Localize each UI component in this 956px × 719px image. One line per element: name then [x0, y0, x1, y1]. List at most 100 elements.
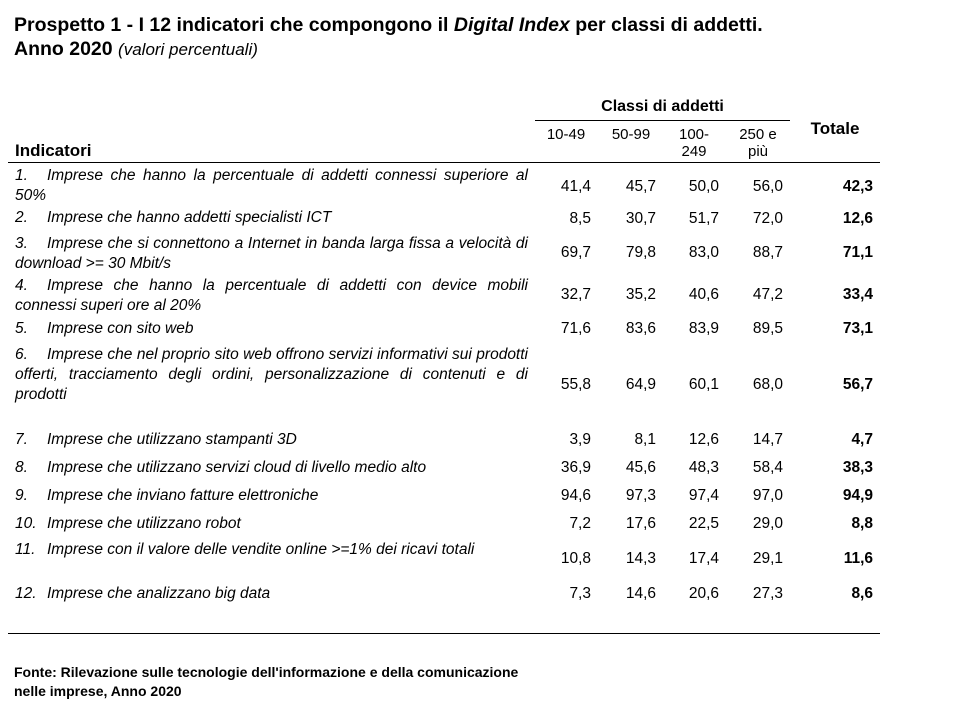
indicator-number: 3. — [15, 235, 28, 252]
cell-value: 83,6 — [625, 320, 656, 337]
indicator-label: 12. Imprese che analizzano big data — [15, 584, 528, 604]
cell-value: 35,2 — [625, 286, 656, 303]
cell-value: 29,0 — [752, 515, 783, 532]
cell-value: 7,2 — [569, 515, 591, 532]
indicator-number: 10. — [15, 515, 37, 532]
cell-value: 8,5 — [569, 210, 591, 227]
table-row: 9. Imprese che inviano fatture elettronic… — [0, 486, 956, 508]
cell-total: 94,9 — [842, 487, 873, 504]
cell-value: 7,3 — [569, 585, 591, 602]
cell-value: 36,9 — [560, 459, 591, 476]
cell-value: 45,7 — [625, 178, 656, 195]
col-header-50-99: 50-99 — [611, 126, 651, 143]
cell-value: 68,0 — [752, 376, 783, 393]
cell-total: 33,4 — [842, 286, 873, 303]
cell-total: 4,7 — [851, 431, 873, 448]
indicator-text: Imprese che hanno la percentuale di adde… — [15, 167, 528, 204]
indicator-text: Imprese che analizzano big data — [47, 585, 271, 602]
table-row: 6. Imprese che nel proprio sito web offro… — [0, 345, 956, 427]
indicator-text: Imprese che utilizzano robot — [47, 515, 241, 532]
cell-value: 30,7 — [625, 210, 656, 227]
cell-value: 22,5 — [688, 515, 719, 532]
indicator-text: Imprese che hanno la percentuale di adde… — [15, 277, 528, 314]
table-title: Prospetto 1 - I 12 indicatori che compon… — [14, 13, 944, 62]
cell-value: 29,1 — [752, 550, 783, 567]
col-header-100-249: 100- 249 — [678, 126, 710, 160]
cell-total: 38,3 — [842, 459, 873, 476]
cell-value: 47,2 — [752, 286, 783, 303]
table-row: 11. Imprese con il valore delle vendite o… — [0, 540, 956, 580]
cell-total: 12,6 — [842, 210, 873, 227]
col-header-10-49: 10-49 — [546, 126, 586, 143]
indicator-label: 4. Imprese che hanno la percentuale di ad… — [15, 276, 528, 316]
indicator-label: 9. Imprese che inviano fatture elettronic… — [15, 486, 528, 506]
cell-value: 50,0 — [688, 178, 719, 195]
table-row: 12. Imprese che analizzano big data 7,3 14,… — [0, 584, 956, 606]
indicator-text: Imprese che nel proprio sito web offrono… — [15, 346, 528, 403]
bottom-rule — [8, 633, 880, 634]
cell-value: 60,1 — [688, 376, 719, 393]
table-row: 4. Imprese che hanno la percentuale di ad… — [0, 276, 956, 316]
indicator-text: Imprese che utilizzano stampanti 3D — [47, 431, 297, 448]
title-prefix: Prospetto 1 - I 12 indicatori che compon… — [14, 14, 454, 36]
cell-value: 72,0 — [752, 210, 783, 227]
cell-value: 40,6 — [688, 286, 719, 303]
indicator-text: Imprese con sito web — [47, 320, 194, 337]
table-row: 1. Imprese che hanno la percentuale di ad… — [0, 166, 956, 206]
cell-value: 97,3 — [625, 487, 656, 504]
indicator-number: 1. — [15, 167, 28, 184]
col-header-indicatori: Indicatori — [15, 141, 92, 160]
indicator-text: Imprese che hanno addetti specialisti IC… — [47, 209, 332, 226]
cell-value: 55,8 — [560, 376, 591, 393]
indicator-label: 2. Imprese che hanno addetti specialisti … — [15, 208, 528, 228]
indicator-number: 5. — [15, 320, 28, 337]
cell-value: 8,1 — [634, 431, 656, 448]
cell-value: 71,6 — [560, 320, 591, 337]
cell-value: 27,3 — [752, 585, 783, 602]
indicator-number: 12. — [15, 585, 37, 602]
cell-total: 8,6 — [851, 585, 873, 602]
indicator-number: 7. — [15, 431, 28, 448]
indicator-label: 3. Imprese che si connettono a Internet i… — [15, 234, 528, 274]
cell-total: 56,7 — [842, 376, 873, 393]
cell-value: 58,4 — [752, 459, 783, 476]
indicator-label: 10. Imprese che utilizzano robot — [15, 514, 528, 534]
cell-value: 14,6 — [625, 585, 656, 602]
cell-value: 20,6 — [688, 585, 719, 602]
cell-value: 41,4 — [560, 178, 591, 195]
indicator-label: 6. Imprese che nel proprio sito web offro… — [15, 345, 528, 405]
cell-total: 71,1 — [842, 244, 873, 261]
cell-value: 12,6 — [688, 431, 719, 448]
cell-total: 73,1 — [842, 320, 873, 337]
cell-value: 45,6 — [625, 459, 656, 476]
indicator-text: Imprese con il valore delle vendite onli… — [47, 541, 475, 558]
indicator-text: Imprese che utilizzano servizi cloud di … — [47, 459, 427, 476]
cell-value: 69,7 — [560, 244, 591, 261]
title-emphasis: Digital Index — [453, 14, 570, 36]
cell-value: 10,8 — [560, 550, 591, 567]
indicator-number: 8. — [15, 459, 28, 476]
indicator-label: 1. Imprese che hanno la percentuale di ad… — [15, 166, 528, 206]
indicator-label: 8. Imprese che utilizzano servizi cloud d… — [15, 458, 528, 478]
group-underline — [535, 120, 790, 121]
cell-value: 83,0 — [688, 244, 719, 261]
indicator-number: 9. — [15, 487, 28, 504]
col-header-250-piu: 250 e più — [739, 126, 777, 160]
title-unit: (valori percentuali) — [118, 40, 258, 59]
cell-value: 14,3 — [625, 550, 656, 567]
group-header: Classi di addetti — [601, 98, 724, 115]
cell-value: 32,7 — [560, 286, 591, 303]
cell-total: 8,8 — [851, 515, 873, 532]
title-suffix: per classi di addetti. — [569, 14, 763, 36]
cell-value: 51,7 — [688, 210, 719, 227]
cell-value: 89,5 — [752, 320, 783, 337]
table-row: 8. Imprese che utilizzano servizi cloud d… — [0, 458, 956, 480]
cell-value: 83,9 — [688, 320, 719, 337]
cell-value: 97,4 — [688, 487, 719, 504]
title-year: Anno 2020 — [14, 38, 113, 60]
table-row: 7. Imprese che utilizzano stampanti 3D 3,9… — [0, 430, 956, 452]
cell-total: 11,6 — [843, 550, 873, 567]
cell-value: 64,9 — [625, 376, 656, 393]
indicator-label: 7. Imprese che utilizzano stampanti 3D — [15, 430, 528, 450]
cell-value: 88,7 — [752, 244, 783, 261]
